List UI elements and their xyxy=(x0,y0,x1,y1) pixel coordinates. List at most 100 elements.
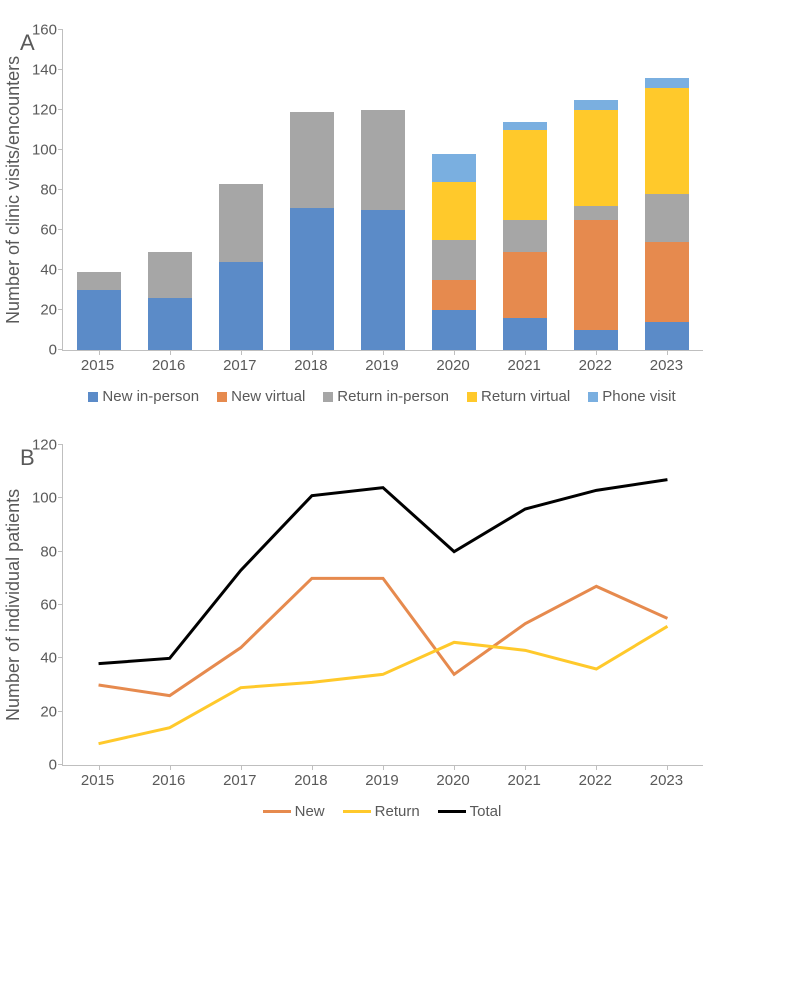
xtick-mark xyxy=(63,765,134,770)
panel-a-chart-wrap: Number of clinic visits/encounters 02040… xyxy=(62,30,768,374)
xtick-mark xyxy=(561,765,632,770)
bar-segment-new_in_person xyxy=(148,298,192,350)
ytick-mark xyxy=(58,551,63,552)
panel-b-xtick-marks xyxy=(63,765,703,770)
bar-slot xyxy=(347,30,418,350)
xtick-mark xyxy=(419,765,490,770)
bar-segment-new_in_person xyxy=(290,208,334,350)
ytick-label: 80 xyxy=(40,182,63,199)
ytick-label: 120 xyxy=(32,102,63,119)
xtick-mark xyxy=(63,350,134,355)
ytick-mark xyxy=(58,69,63,70)
bar-segment-new_in_person xyxy=(645,322,689,350)
bar xyxy=(290,112,334,350)
bar-segment-return_in_person xyxy=(219,184,263,262)
panel-b-chart: Number of individual patients 0204060801… xyxy=(62,445,703,766)
ytick-label: 20 xyxy=(40,302,63,319)
legend-swatch xyxy=(217,392,227,402)
bar-segment-phone_visit xyxy=(574,100,618,110)
bar-segment-return_virtual xyxy=(574,110,618,206)
panel-b-lines xyxy=(63,445,703,765)
ytick-mark xyxy=(58,604,63,605)
bar xyxy=(219,184,263,350)
bar-segment-phone_visit xyxy=(645,78,689,88)
legend-label: Return virtual xyxy=(481,388,570,405)
legend-label: Total xyxy=(470,803,502,820)
legend-swatch xyxy=(588,392,598,402)
ytick-mark xyxy=(58,229,63,230)
bar-segment-phone_visit xyxy=(432,154,476,182)
ytick-mark xyxy=(58,309,63,310)
bar-segment-return_in_person xyxy=(503,220,547,252)
bar-slot xyxy=(276,30,347,350)
ytick-mark xyxy=(58,189,63,190)
xtick-mark xyxy=(134,765,205,770)
bar-slot xyxy=(490,30,561,350)
legend-item: Return virtual xyxy=(467,388,570,405)
legend-lineswatch xyxy=(263,810,291,813)
legend-item: Phone visit xyxy=(588,388,675,405)
ytick-label: 80 xyxy=(40,543,63,560)
line-total xyxy=(99,480,668,664)
ytick-label: 160 xyxy=(32,22,63,39)
bar-segment-new_virtual xyxy=(574,220,618,330)
legend-label: New virtual xyxy=(231,388,305,405)
panel-b: B Number of individual patients 02040608… xyxy=(20,445,768,820)
ytick-mark xyxy=(58,149,63,150)
ytick-label: 0 xyxy=(49,757,63,774)
panel-b-legend: New Return Total xyxy=(62,803,702,820)
xtick-mark xyxy=(134,350,205,355)
ytick-mark xyxy=(58,109,63,110)
panel-a-bars xyxy=(63,30,703,350)
xtick-mark xyxy=(205,350,276,355)
legend-swatch xyxy=(467,392,477,402)
legend-item: New xyxy=(263,803,325,820)
bar-segment-new_in_person xyxy=(77,290,121,350)
bar-segment-return_virtual xyxy=(503,130,547,220)
xtick-mark xyxy=(632,765,703,770)
bar-segment-new_in_person xyxy=(219,262,263,350)
bar-slot xyxy=(419,30,490,350)
panel-a: A Number of clinic visits/encounters 020… xyxy=(20,30,768,405)
bar-slot xyxy=(632,30,703,350)
ytick-mark xyxy=(58,657,63,658)
legend-label: New in-person xyxy=(102,388,199,405)
xtick-mark xyxy=(490,350,561,355)
bar-segment-return_virtual xyxy=(432,182,476,240)
panel-a-legend: New in-personNew virtualReturn in-person… xyxy=(62,388,702,405)
bar xyxy=(574,100,618,350)
bar-segment-return_virtual xyxy=(645,88,689,194)
panel-a-xtick-marks xyxy=(63,350,703,355)
bar xyxy=(361,110,405,350)
ytick-label: 0 xyxy=(49,342,63,359)
line-new xyxy=(99,578,668,695)
bar xyxy=(503,122,547,350)
ytick-label: 100 xyxy=(32,490,63,507)
ytick-mark xyxy=(58,269,63,270)
legend-label: Phone visit xyxy=(602,388,675,405)
bar-slot xyxy=(205,30,276,350)
xtick-mark xyxy=(347,765,418,770)
legend-label: Return xyxy=(375,803,420,820)
xtick-mark xyxy=(205,765,276,770)
bar-segment-return_in_person xyxy=(574,206,618,220)
panel-b-ylabel: Number of individual patients xyxy=(3,489,24,721)
bar-segment-return_in_person xyxy=(148,252,192,298)
legend-item: New in-person xyxy=(88,388,199,405)
legend-lineswatch xyxy=(438,810,466,813)
xtick-mark xyxy=(276,765,347,770)
ytick-label: 140 xyxy=(32,62,63,79)
ytick-label: 20 xyxy=(40,703,63,720)
bar-segment-new_in_person xyxy=(503,318,547,350)
panel-a-chart: Number of clinic visits/encounters 02040… xyxy=(62,30,703,351)
ytick-mark xyxy=(58,764,63,765)
legend-item: Return xyxy=(343,803,420,820)
ytick-mark xyxy=(58,349,63,350)
ytick-mark xyxy=(58,711,63,712)
ytick-label: 100 xyxy=(32,142,63,159)
legend-label: New xyxy=(295,803,325,820)
ytick-label: 40 xyxy=(40,262,63,279)
xtick-mark xyxy=(276,350,347,355)
bar-segment-return_in_person xyxy=(645,194,689,242)
bar-segment-new_virtual xyxy=(432,280,476,310)
